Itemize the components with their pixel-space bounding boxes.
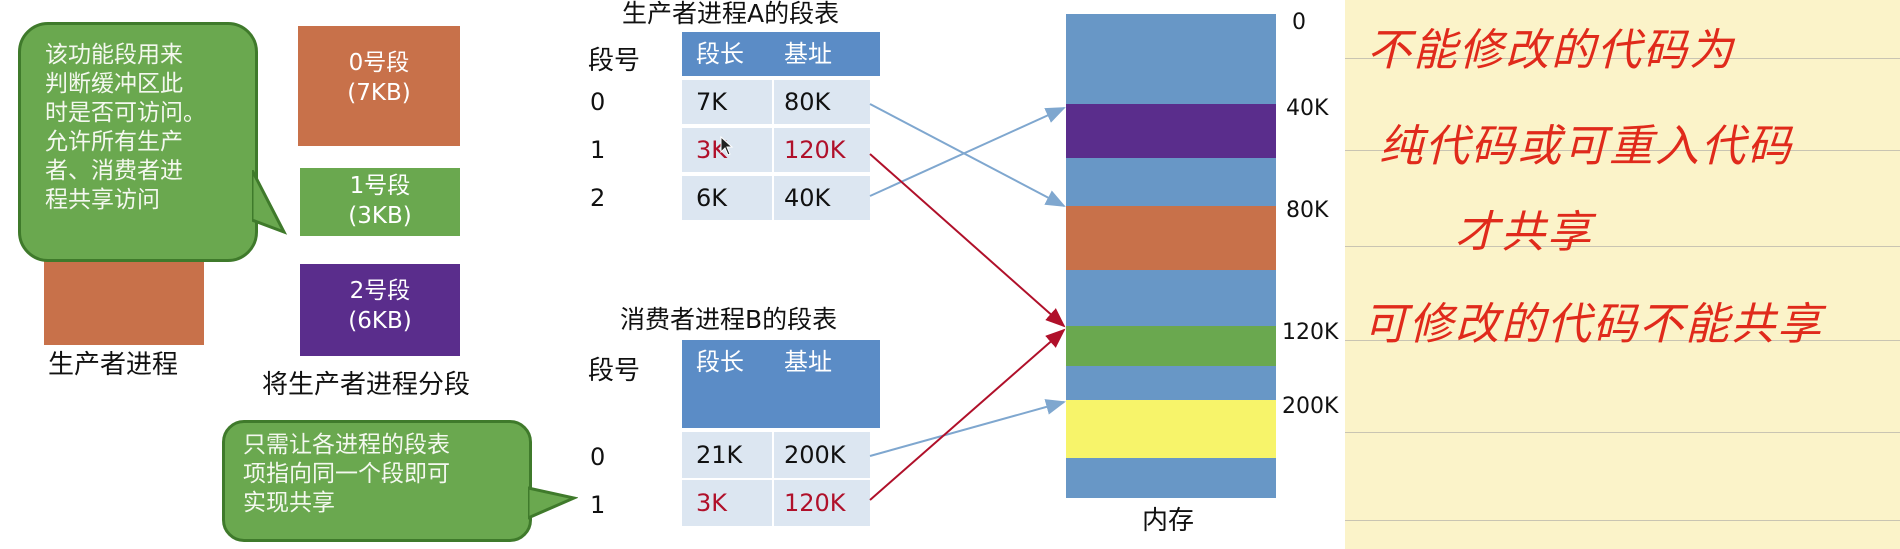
addr-40k: 40K: [1286, 96, 1329, 121]
handwritten-notes-panel: 不能修改的代码为 纯代码或可重入代码 才共享 可修改的代码不能共享: [1345, 0, 1900, 549]
segment-size: (3KB): [348, 203, 412, 229]
seg-no: 2: [590, 184, 606, 212]
seg-len: 3K: [682, 480, 772, 526]
seg-base: 80K: [774, 80, 870, 124]
memory-block-yellow: [1066, 400, 1276, 458]
segment-size: (6KB): [348, 308, 412, 334]
producer-callout-bubble: 该功能段用来 判断缓冲区此 时是否可访问。 允许所有生产 者、消费者进 程共享访…: [18, 22, 258, 262]
memory-block-purple: [1066, 104, 1276, 158]
segment-name: 1号段: [349, 173, 411, 199]
addr-0: 0: [1292, 10, 1306, 35]
table-a-col-base: 基址: [774, 32, 880, 76]
arrow-b0-to-200k: [869, 399, 1066, 457]
memory-label: 内存: [1142, 506, 1195, 536]
mapping-arrows: [869, 103, 1066, 501]
bubble-line: 项指向同一个段即可: [243, 461, 450, 487]
mouse-cursor-icon: [720, 136, 734, 156]
bubble-line: 实现共享: [243, 490, 335, 516]
segment-size: (7KB): [347, 80, 411, 106]
bubble-line: 者、消费者进: [45, 158, 183, 184]
table-a-col-len: 段长: [682, 32, 784, 76]
seg-len: 21K: [682, 432, 772, 478]
segments-caption: 将生产者进程分段: [262, 370, 471, 400]
seg-len: 6K: [682, 176, 772, 220]
segment-name: 0号段: [348, 50, 410, 76]
arrow-b1-to-120k: [869, 328, 1066, 501]
memory-block-green: [1066, 326, 1276, 366]
arrow-a1-to-120k: [869, 153, 1066, 328]
bubble-line: 只需让各进程的段表: [243, 432, 450, 458]
share-callout-bubble: 只需让各进程的段表 项指向同一个段即可 实现共享: [222, 420, 532, 542]
producer-process-block: [44, 250, 204, 345]
bubble-line: 该功能段用来: [45, 42, 183, 68]
note-line-3: 才共享: [1455, 207, 1593, 258]
seg-base: 120K: [774, 128, 870, 172]
table-b-title: 消费者进程B的段表: [620, 305, 838, 334]
bubble-line: 允许所有生产: [45, 129, 183, 155]
seg-len: 7K: [682, 80, 772, 124]
addr-200k: 200K: [1282, 394, 1339, 419]
bubble-line: 判断缓冲区此: [45, 71, 183, 97]
bubble-line: 程共享访问: [45, 187, 160, 213]
producer-process-label: 生产者进程: [48, 350, 179, 380]
bubble-line: 时是否可访问。: [45, 100, 206, 126]
arrow-a2-to-40k: [869, 107, 1066, 197]
table-b-col-segno: 段号: [588, 356, 641, 386]
segment-name: 2号段: [349, 278, 411, 304]
seg-base: 200K: [774, 432, 870, 478]
segment-2: 2号段 (6KB): [300, 264, 460, 356]
memory-block-orange: [1066, 206, 1276, 270]
slide: 该功能段用来 判断缓冲区此 时是否可访问。 允许所有生产 者、消费者进 程共享访…: [18, 0, 1339, 542]
seg-base: 120K: [774, 480, 870, 526]
seg-no: 1: [590, 491, 606, 519]
note-line-2: 纯代码或可重入代码: [1379, 121, 1793, 172]
bubble-pointer: [252, 170, 288, 235]
share-bubble-pointer: [528, 486, 578, 520]
seg-base: 40K: [774, 176, 870, 220]
addr-120k: 120K: [1282, 320, 1339, 345]
seg-no: 1: [590, 136, 606, 164]
table-b-col-len: 段长: [682, 340, 784, 428]
addr-80k: 80K: [1286, 198, 1329, 223]
table-a-col-segno: 段号: [588, 46, 641, 76]
table-a-title: 生产者进程A的段表: [622, 0, 840, 28]
segment-1: 1号段 (3KB): [300, 168, 460, 236]
note-line-4: 可修改的代码不能共享: [1363, 299, 1823, 350]
segment-0: 0号段 (7KB): [298, 26, 460, 146]
seg-no: 0: [590, 443, 606, 471]
arrow-a0-to-80k: [869, 103, 1066, 207]
seg-no: 0: [590, 88, 606, 116]
note-line-1: 不能修改的代码为: [1367, 25, 1735, 76]
table-b-col-base: 基址: [774, 340, 880, 428]
